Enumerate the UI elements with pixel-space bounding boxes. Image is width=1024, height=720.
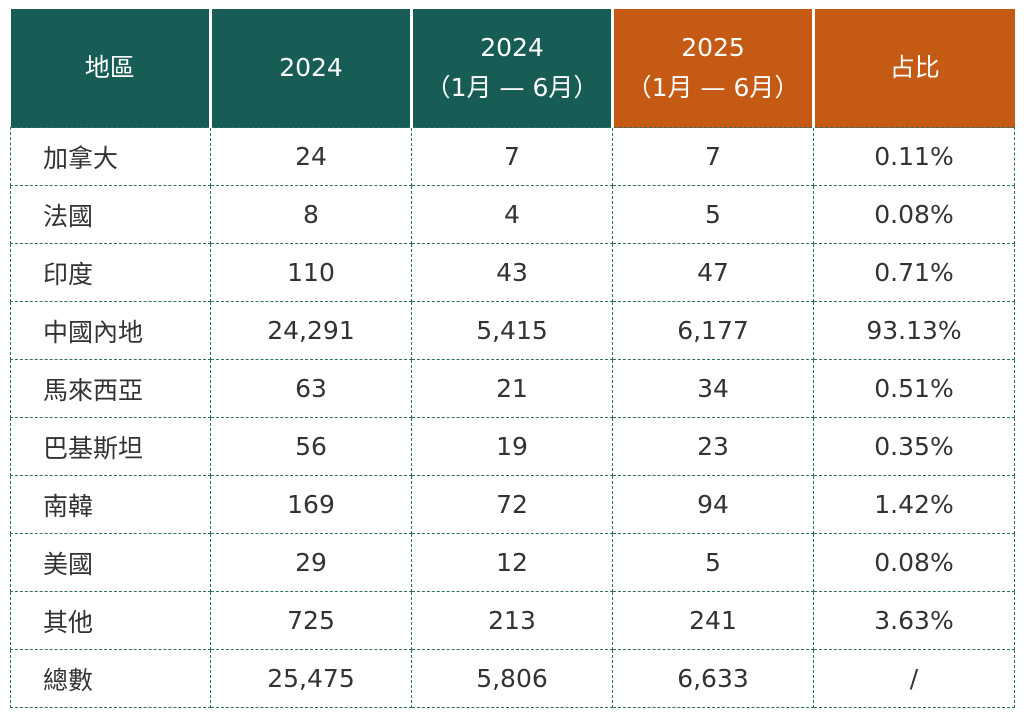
table-body: 加拿大 24 7 7 0.11% 法國 8 4 5 0.08% 印度 110 43 47 0.71% 中國內地… (10, 127, 1015, 708)
share-cell: 1.42% (813, 475, 1015, 534)
header-share-label: 占比 (889, 53, 940, 82)
share-cell: 0.35% (813, 417, 1015, 476)
region-cell: 美國 (10, 533, 211, 592)
value-2025-h1-cell: 6,177 (612, 301, 814, 360)
value-2025-h1-cell: 5 (612, 533, 814, 592)
region-cell: 巴基斯坦 (10, 417, 211, 476)
value-2024-h1-cell: 43 (411, 243, 613, 302)
value-2025-h1-cell: 34 (612, 359, 814, 418)
table-row: 總數 25,475 5,806 6,633/ (10, 649, 1015, 708)
value-2024-cell: 169 (210, 475, 412, 534)
table-row: 巴基斯坦 56 19 23 0.35% (10, 417, 1015, 476)
table-row: 加拿大 24 7 7 0.11% (10, 127, 1015, 186)
header-2024-h1-sub: （1月 — 6月） (425, 73, 599, 102)
value-2024-h1-cell: 5,415 (411, 301, 613, 360)
region-cell: 南韓 (10, 475, 211, 534)
value-2025-h1-cell: 241 (612, 591, 814, 650)
value-2024-cell: 24 (210, 127, 412, 186)
value-2024-cell: 25,475 (210, 649, 412, 708)
header-region: 地區 (10, 9, 212, 128)
share-cell: 0.08% (813, 185, 1015, 244)
value-2024-cell: 725 (210, 591, 412, 650)
header-2024-label: 2024 (279, 53, 343, 82)
value-2025-h1-cell: 6,633 (612, 649, 814, 708)
value-2024-h1-cell: 5,806 (411, 649, 613, 708)
value-2024-cell: 24,291 (210, 301, 412, 360)
region-cell: 其他 (10, 591, 211, 650)
value-2024-h1-cell: 19 (411, 417, 613, 476)
table-row: 南韓 169 72 94 1.42% (10, 475, 1015, 534)
value-2025-h1-cell: 94 (612, 475, 814, 534)
header-2024: 2024 (210, 9, 413, 128)
region-cell: 中國內地 (10, 301, 211, 360)
table-header: 地區 2024 2024 （1月 — 6月） 2025 （1月 — 6月） 占比 (10, 9, 1015, 128)
share-cell: 93.13% (813, 301, 1015, 360)
table-row: 馬來西亞 63 21 34 0.51% (10, 359, 1015, 418)
table-row: 中國內地 24,291 5,415 6,177 93.13% (10, 301, 1015, 360)
region-statistics-table: 地區 2024 2024 （1月 — 6月） 2025 （1月 — 6月） 占比… (10, 9, 1015, 708)
value-2025-h1-cell: 47 (612, 243, 814, 302)
value-2024-cell: 8 (210, 185, 412, 244)
value-2024-h1-cell: 7 (411, 127, 613, 186)
data-table-container: 地區 2024 2024 （1月 — 6月） 2025 （1月 — 6月） 占比… (10, 9, 1015, 708)
value-2024-h1-cell: 72 (411, 475, 613, 534)
value-2024-h1-cell: 12 (411, 533, 613, 592)
table-row: 印度 110 43 47 0.71% (10, 243, 1015, 302)
header-2025-h1-label: 2025 (681, 33, 745, 62)
region-cell: 馬來西亞 (10, 359, 211, 418)
value-2024-h1-cell: 4 (411, 185, 613, 244)
region-cell: 加拿大 (10, 127, 211, 186)
region-cell: 總數 (10, 649, 211, 708)
table-row: 其他 725 213 241 3.63% (10, 591, 1015, 650)
value-2024-h1-cell: 21 (411, 359, 613, 418)
header-region-label: 地區 (84, 53, 135, 82)
value-2024-cell: 110 (210, 243, 412, 302)
share-cell: 3.63% (813, 591, 1015, 650)
header-share: 占比 (813, 9, 1015, 128)
share-cell: / (813, 649, 1015, 708)
value-2024-cell: 29 (210, 533, 412, 592)
share-cell: 0.51% (813, 359, 1015, 418)
header-2024-h1: 2024 （1月 — 6月） (411, 9, 614, 128)
table-row: 法國 8 4 5 0.08% (10, 185, 1015, 244)
share-cell: 0.71% (813, 243, 1015, 302)
value-2024-cell: 56 (210, 417, 412, 476)
header-2025-h1-sub: （1月 — 6月） (626, 73, 800, 102)
value-2025-h1-cell: 5 (612, 185, 814, 244)
region-cell: 印度 (10, 243, 211, 302)
value-2024-cell: 63 (210, 359, 412, 418)
header-2025-h1: 2025 （1月 — 6月） (612, 9, 815, 128)
value-2024-h1-cell: 213 (411, 591, 613, 650)
share-cell: 0.11% (813, 127, 1015, 186)
value-2025-h1-cell: 7 (612, 127, 814, 186)
share-cell: 0.08% (813, 533, 1015, 592)
header-2024-h1-label: 2024 (480, 33, 544, 62)
region-cell: 法國 (10, 185, 211, 244)
header-row: 地區 2024 2024 （1月 — 6月） 2025 （1月 — 6月） 占比 (10, 9, 1015, 128)
value-2025-h1-cell: 23 (612, 417, 814, 476)
table-row: 美國 29 12 5 0.08% (10, 533, 1015, 592)
